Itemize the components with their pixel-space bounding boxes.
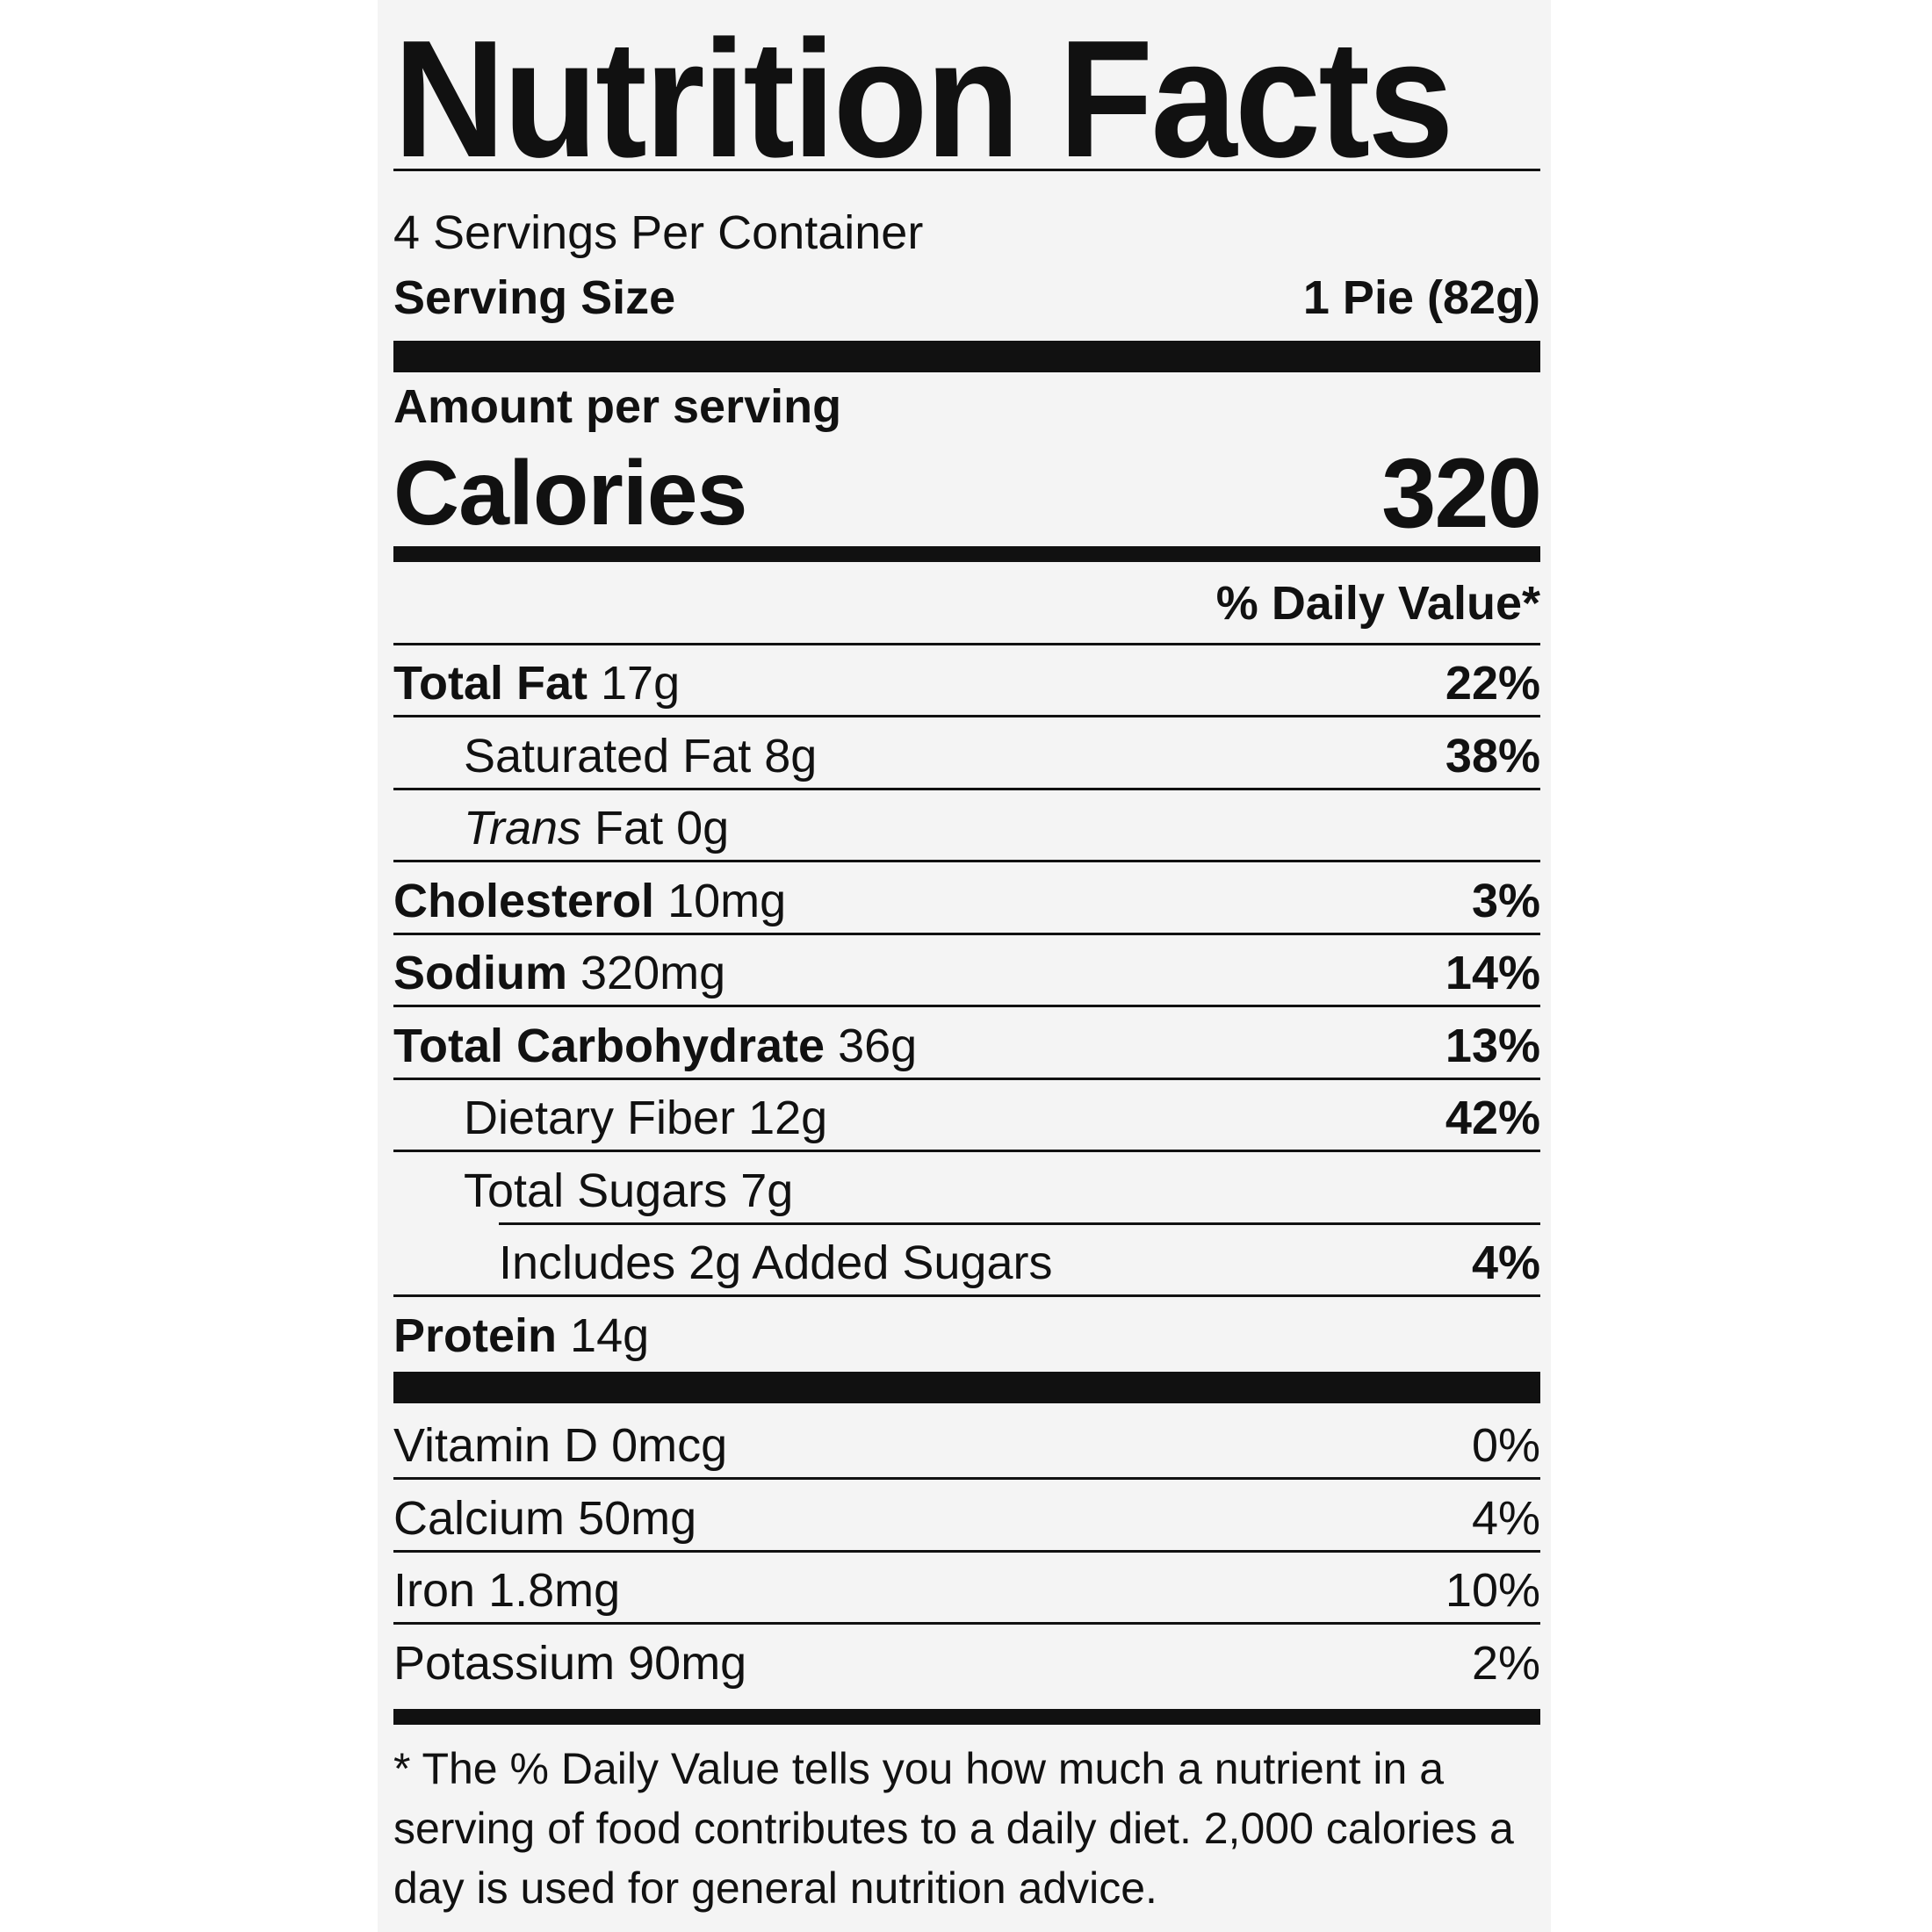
nutrient-daily-value: 22% xyxy=(1445,657,1540,710)
row-divider xyxy=(499,1222,1540,1225)
nutrient-name: Protein xyxy=(393,1309,558,1362)
calories-divider xyxy=(393,546,1540,562)
nutrient-name: Saturated Fat xyxy=(464,730,752,782)
nutrient-row-saturated-fat: Saturated Fat 8g 38% xyxy=(393,718,1540,790)
nutrient-daily-value: 42% xyxy=(1445,1092,1540,1144)
label-title: Nutrition Facts xyxy=(393,6,1454,192)
vitamin-row-potassium: Potassium 90mg 2% xyxy=(393,1626,1540,1698)
vitamin-row-vitamin-d: Vitamin D 0mcg 0% xyxy=(393,1408,1540,1480)
thick-divider-top xyxy=(393,341,1540,372)
vitamin-amount: 90mg xyxy=(628,1637,747,1690)
nutrient-amount: 320mg xyxy=(580,947,726,999)
nutrient-row-total-carbohydrate: Total Carbohydrate 36g 13% xyxy=(393,1008,1540,1080)
row-divider xyxy=(393,1150,1540,1152)
nutrient-name: Dietary Fiber xyxy=(464,1092,736,1144)
daily-value-divider xyxy=(393,643,1540,645)
vitamin-daily-value: 2% xyxy=(1471,1637,1540,1690)
vitamin-name: Calcium xyxy=(393,1492,566,1545)
vitamin-amount: 50mg xyxy=(578,1492,697,1545)
amount-per-serving: Amount per serving xyxy=(393,380,842,433)
serving-size-value: 1 Pie (82g) xyxy=(1302,271,1540,324)
vitamin-row-calcium: Calcium 50mg 4% xyxy=(393,1481,1540,1553)
nutrient-row-dietary-fiber: Dietary Fiber 12g 42% xyxy=(393,1080,1540,1152)
servings-per-container: 4 Servings Per Container xyxy=(393,206,924,259)
thick-divider-middle xyxy=(393,1372,1540,1403)
vitamin-daily-value: 10% xyxy=(1445,1564,1540,1617)
calories-label: Calories xyxy=(393,443,747,544)
row-divider xyxy=(393,933,1540,935)
nutrient-amount: 0g xyxy=(676,802,730,854)
vitamin-daily-value: 4% xyxy=(1471,1492,1540,1545)
row-divider xyxy=(393,1477,1540,1480)
nutrient-row-added-sugars: Includes 2g Added Sugars 4% xyxy=(393,1225,1540,1297)
row-divider xyxy=(393,715,1540,717)
vitamin-name: Vitamin D xyxy=(393,1419,599,1472)
nutrient-amount: 8g xyxy=(764,730,818,782)
daily-value-header: % Daily Value* xyxy=(1215,577,1540,630)
nutrient-amount: 17g xyxy=(601,657,681,710)
vitamin-amount: 1.8mg xyxy=(488,1564,621,1617)
nutrient-name: Total Carbohydrate xyxy=(393,1020,825,1072)
nutrient-row-protein: Protein 14g xyxy=(393,1298,1540,1370)
nutrient-row-total-fat: Total Fat 17g 22% xyxy=(393,645,1540,717)
thick-divider-bottom xyxy=(393,1709,1540,1725)
nutrient-name: Includes 2g Added Sugars xyxy=(499,1236,1053,1289)
vitamin-name: Iron xyxy=(393,1564,476,1617)
nutrient-name-rest: Fat xyxy=(595,802,664,854)
title-divider xyxy=(393,169,1540,171)
nutrient-amount: 10mg xyxy=(667,875,787,927)
row-divider xyxy=(393,1550,1540,1553)
nutrient-amount: 7g xyxy=(740,1164,794,1217)
row-divider xyxy=(393,1622,1540,1625)
nutrient-amount: 36g xyxy=(838,1020,918,1072)
nutrient-daily-value: 38% xyxy=(1445,730,1540,782)
nutrient-name: Cholesterol xyxy=(393,875,655,927)
serving-size-label: Serving Size xyxy=(393,271,676,324)
vitamin-daily-value: 0% xyxy=(1471,1419,1540,1472)
row-divider xyxy=(393,788,1540,790)
nutrient-row-sodium: Sodium 320mg 14% xyxy=(393,935,1540,1007)
nutrient-daily-value: 4% xyxy=(1471,1236,1540,1289)
nutrient-name: Trans xyxy=(464,802,582,854)
vitamin-amount: 0mcg xyxy=(611,1419,728,1472)
daily-value-footnote: * The % Daily Value tells you how much a… xyxy=(393,1744,1514,1913)
nutrient-amount: 14g xyxy=(570,1309,650,1362)
nutrient-daily-value: 14% xyxy=(1445,947,1540,999)
row-divider xyxy=(393,1005,1540,1007)
nutrient-amount: 12g xyxy=(748,1092,828,1144)
nutrient-row-cholesterol: Cholesterol 10mg 3% xyxy=(393,863,1540,935)
nutrient-name: Sodium xyxy=(393,947,567,999)
vitamin-name: Potassium xyxy=(393,1637,616,1690)
nutrient-name: Total Fat xyxy=(393,657,588,710)
row-divider xyxy=(393,1078,1540,1080)
row-divider xyxy=(393,860,1540,862)
nutrition-facts-label: Nutrition Facts 4 Servings Per Container… xyxy=(378,0,1551,1932)
vitamin-row-iron: Iron 1.8mg 10% xyxy=(393,1553,1540,1625)
nutrient-row-total-sugars: Total Sugars 7g xyxy=(393,1153,1540,1225)
row-divider xyxy=(393,1294,1540,1297)
nutrient-row-trans-fat: Trans Fat 0g xyxy=(393,790,1540,862)
nutrient-name: Total Sugars xyxy=(464,1164,728,1217)
nutrient-daily-value: 13% xyxy=(1445,1020,1540,1072)
nutrient-daily-value: 3% xyxy=(1471,875,1540,927)
calories-value: 320 xyxy=(1381,438,1542,548)
